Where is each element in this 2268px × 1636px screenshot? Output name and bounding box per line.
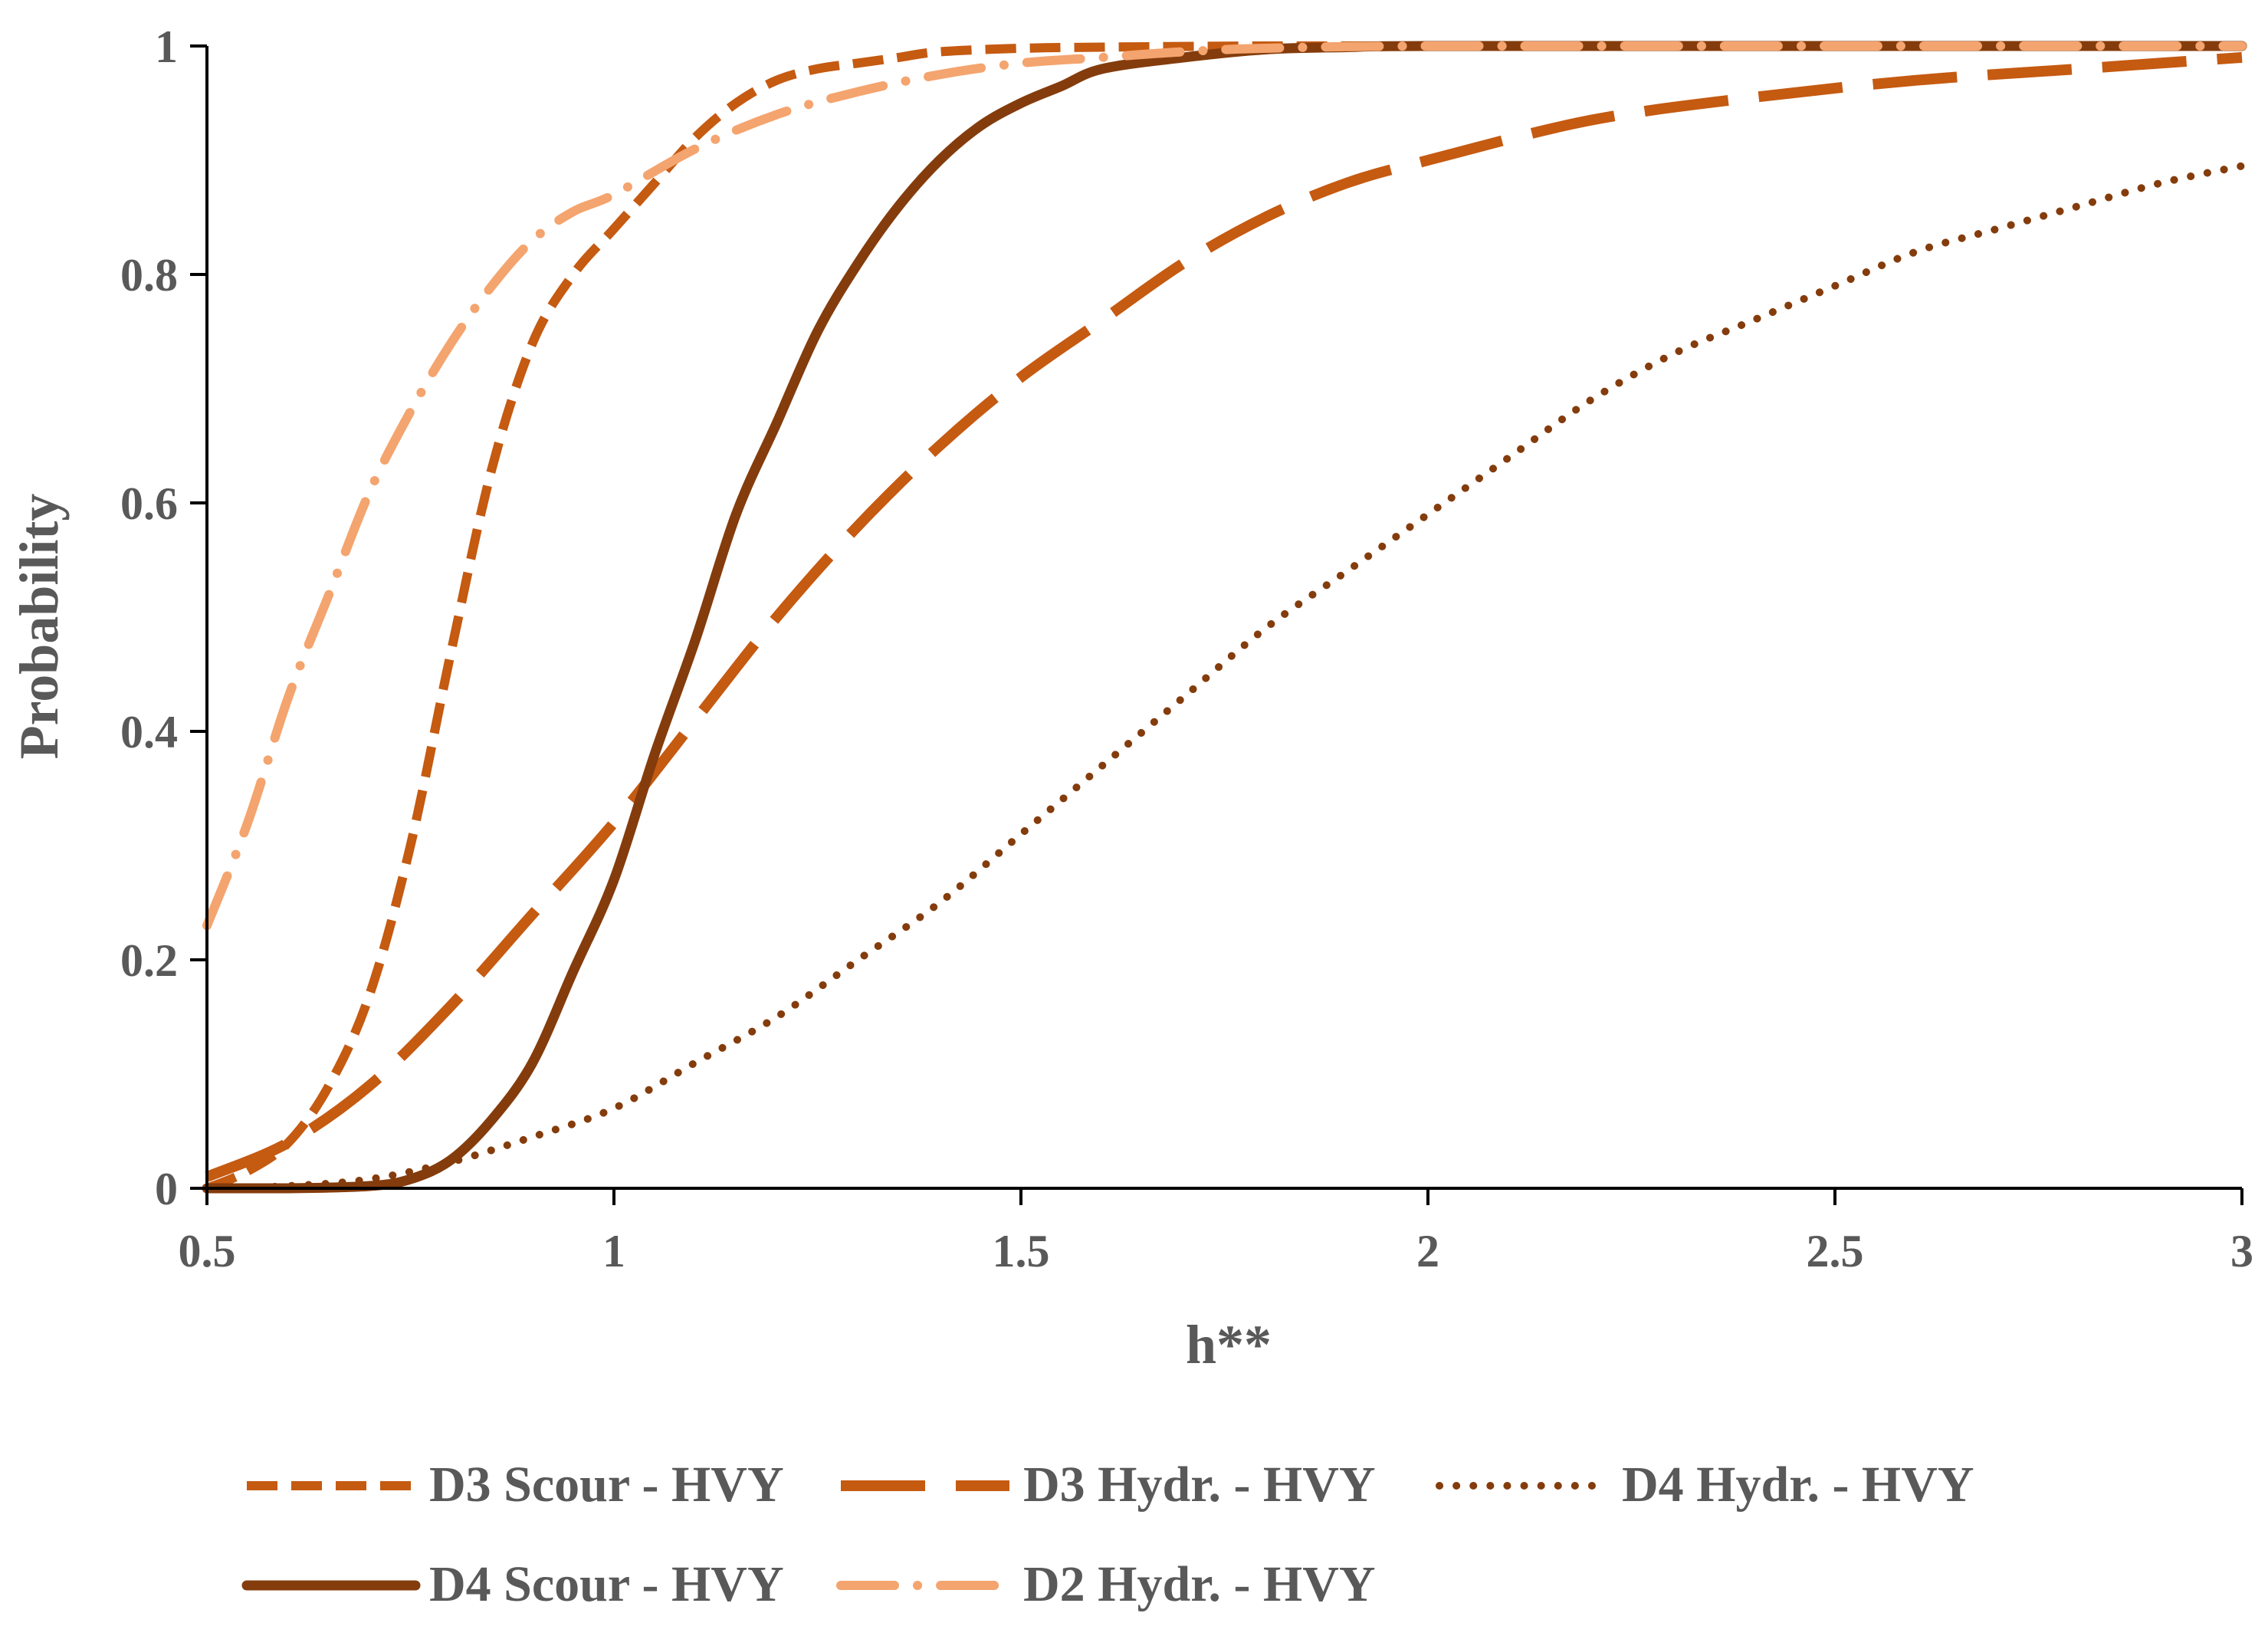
- legend-label: D3 Scour - HVY: [429, 1457, 784, 1513]
- series-line-d3-scour-hvy: [205, 41, 2242, 1193]
- legend-label: D2 Hydr. - HVY: [1023, 1556, 1376, 1612]
- y-tick-label: 0.8: [120, 250, 178, 301]
- x-tick-label: 3: [2230, 1226, 2253, 1276]
- x-tick-label: 2.5: [1807, 1226, 1864, 1276]
- y-axis-title: Probability: [8, 494, 70, 760]
- y-tick-label: 0.2: [120, 935, 178, 986]
- legend-label: D3 Hydr. - HVY: [1023, 1457, 1376, 1513]
- y-tick-label: 0: [155, 1164, 178, 1214]
- y-tick-label: 0.4: [120, 707, 178, 757]
- legend-item-d2-hydr-hvy: D2 Hydr. - HVY: [836, 1556, 1376, 1612]
- legend-label: D4 Scour - HVY: [429, 1556, 784, 1612]
- x-tick-label: 0.5: [179, 1226, 236, 1276]
- y-tick-label: 1: [155, 21, 178, 72]
- x-axis-title: h**: [1186, 1314, 1272, 1375]
- x-tick-label: 1.5: [993, 1226, 1050, 1276]
- legend: D3 Scour - HVY D3 Hydr. - HVY D4 Hydr. - H…: [241, 1457, 1974, 1612]
- legend-label: D4 Hydr. - HVY: [1622, 1457, 1974, 1513]
- y-tick-label: 0.6: [120, 478, 178, 529]
- series-line-d3-hydr-hvy: [205, 51, 2243, 1182]
- x-tick-label: 2: [1416, 1226, 1439, 1276]
- axes-layer: 0 0.2 0.4 0.6 0.8 1 0.5 1 1.5 2 2.5 3: [120, 21, 2253, 1276]
- series-line-d4-hydr-hvy: [203, 162, 2246, 1192]
- legend-item-d3-scour-hvy: D3 Scour - HVY: [247, 1457, 784, 1513]
- series-line-d4-scour-hvy: [202, 41, 2247, 1194]
- x-tick-label: 1: [602, 1226, 625, 1276]
- series-line-d2-hydr-hvy: [202, 41, 2247, 931]
- series-layer: [202, 41, 2247, 1194]
- legend-item-d4-hydr-hvy: D4 Hydr. - HVY: [1436, 1457, 1974, 1513]
- legend-item-d4-scour-hvy: D4 Scour - HVY: [241, 1556, 784, 1612]
- legend-item-d3-hydr-hvy: D3 Hydr. - HVY: [841, 1457, 1376, 1513]
